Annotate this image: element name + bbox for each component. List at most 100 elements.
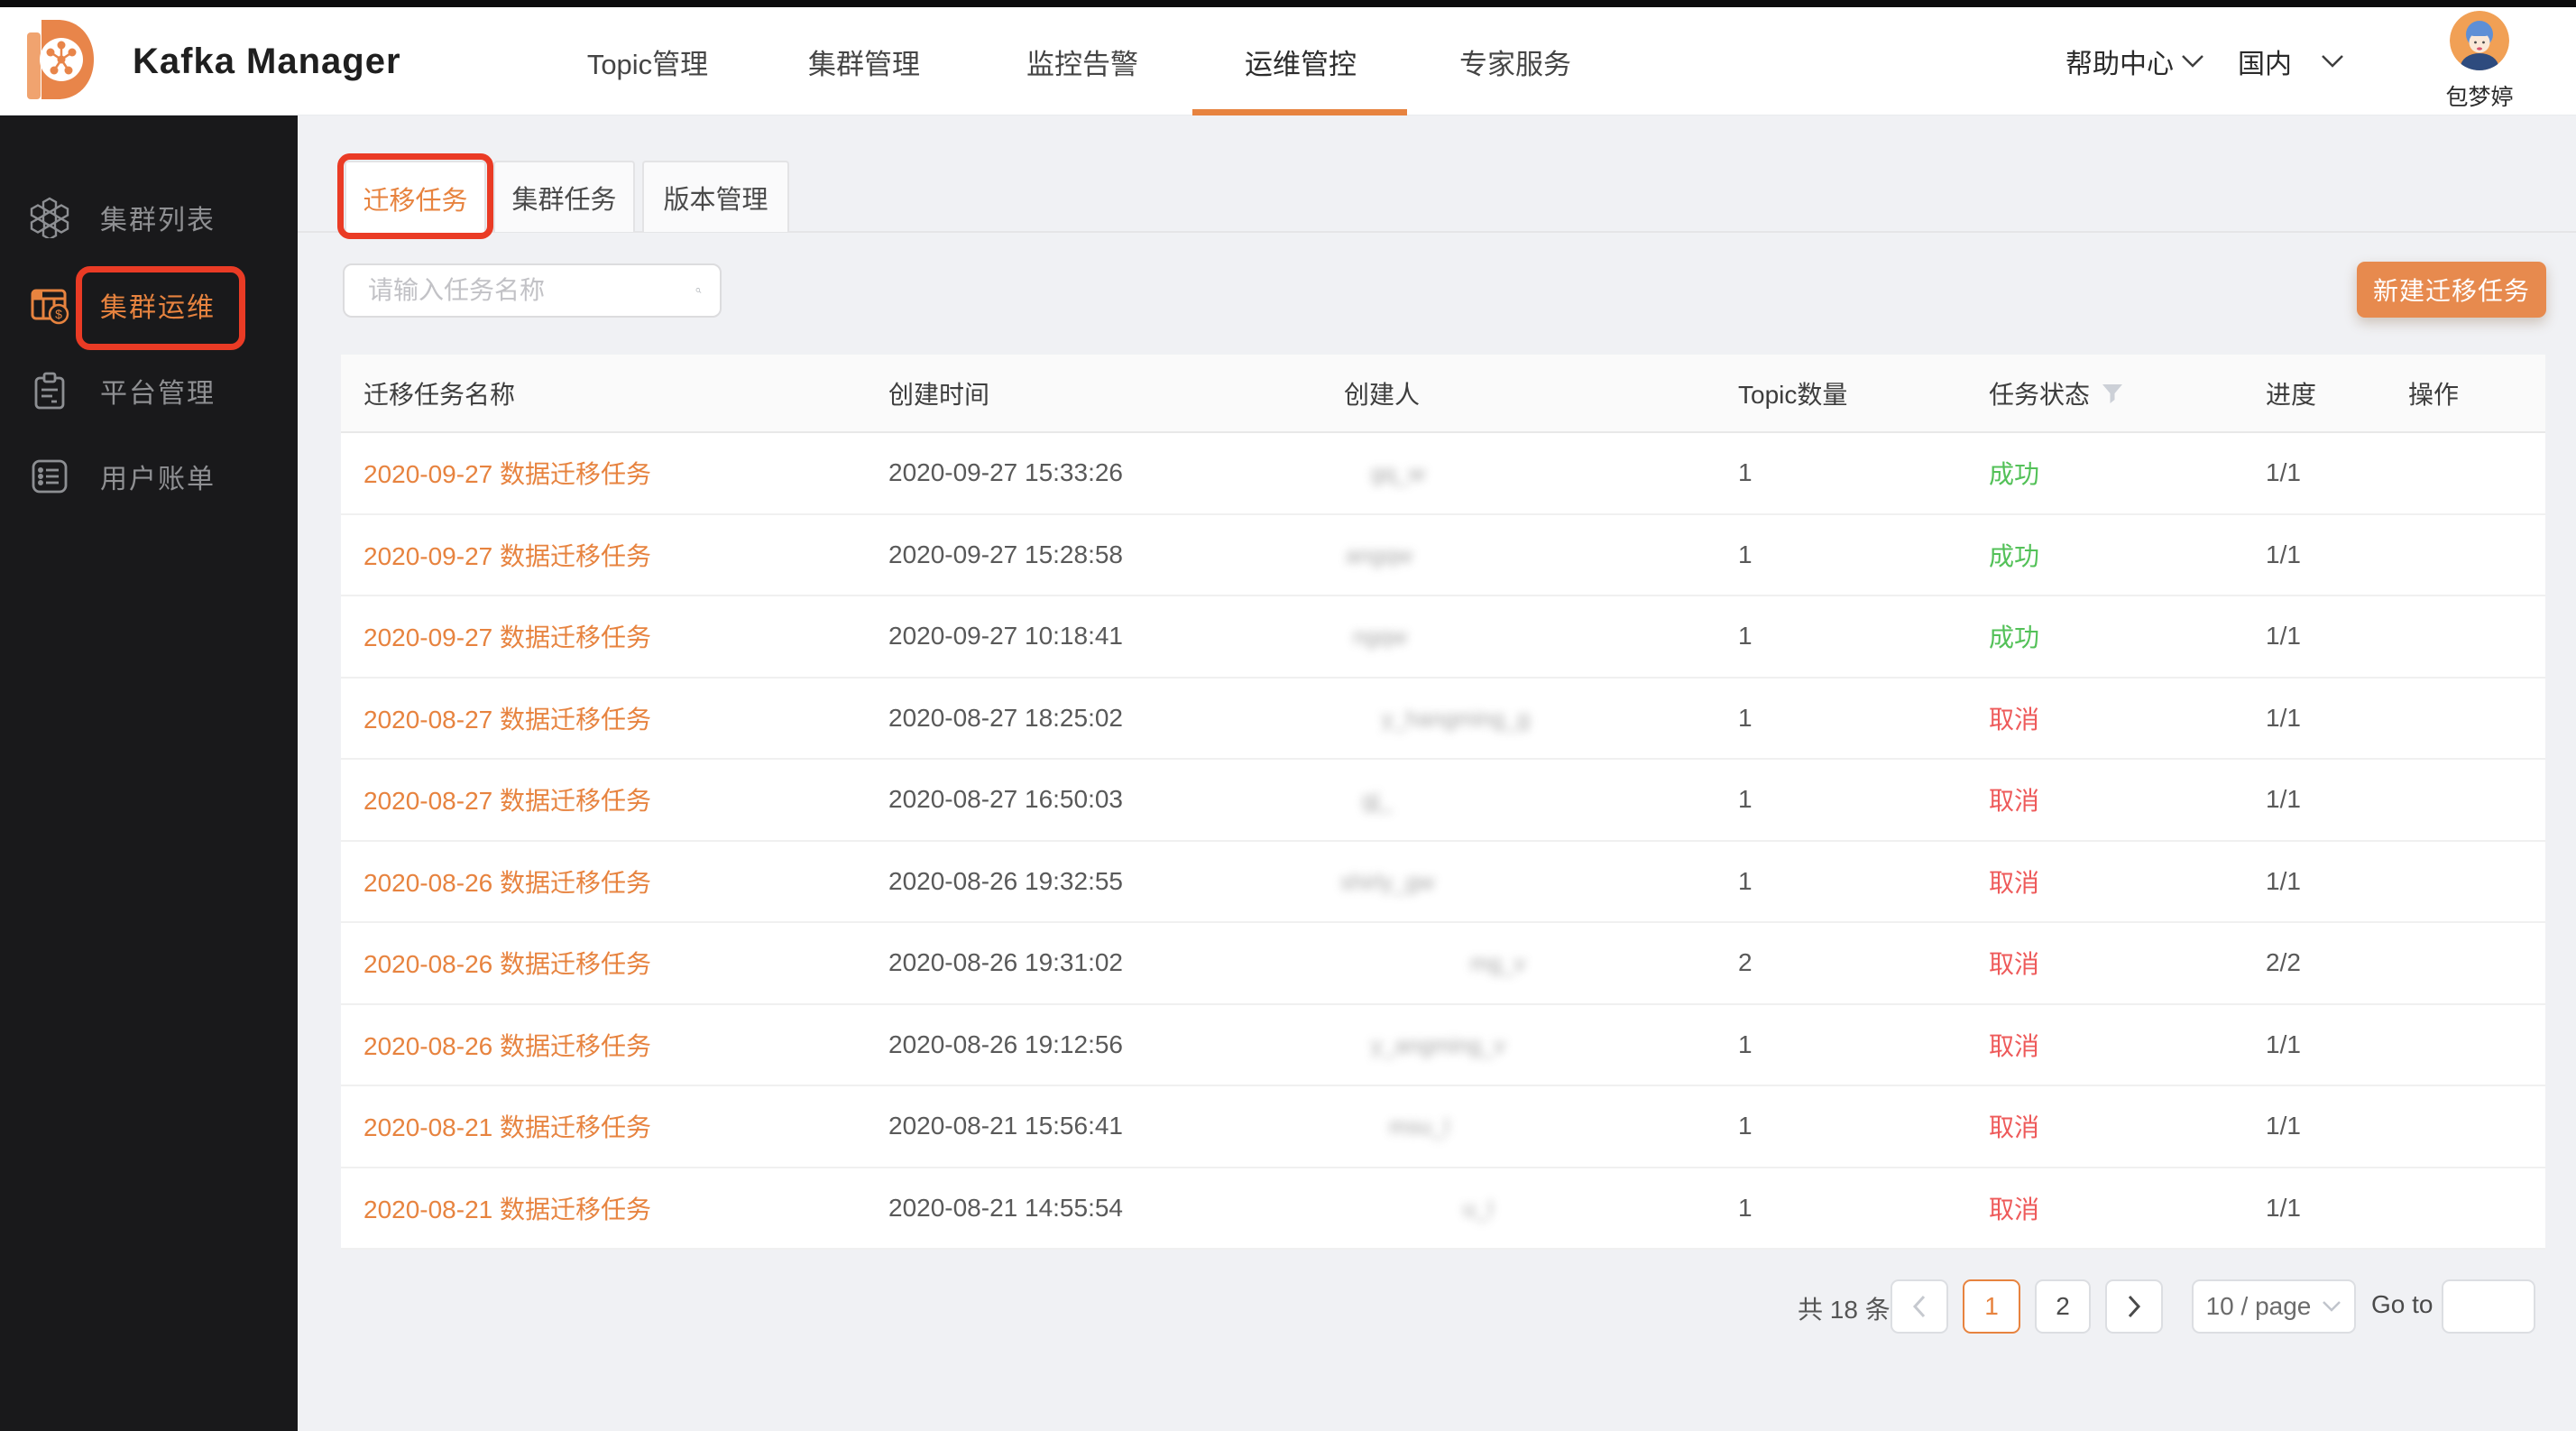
- tab-migration-task[interactable]: 迁移任务: [345, 161, 486, 234]
- page-title: Kafka Manager: [133, 41, 401, 81]
- status-badge: 取消: [1989, 787, 2040, 816]
- progress: 1/1: [2266, 458, 2301, 487]
- nav-expert-service[interactable]: 专家服务: [1459, 48, 1571, 80]
- sidebar-item-label: 集群列表: [100, 206, 216, 235]
- status-badge: 成功: [1989, 623, 2040, 652]
- tab-version-manage[interactable]: 版本管理: [642, 161, 789, 232]
- sidebar-item-cluster-list[interactable]: 集群列表: [0, 189, 298, 245]
- active-nav-underline: [1192, 109, 1407, 115]
- pagination-total: 共 18 条: [1798, 1296, 1891, 1324]
- status-badge: 取消: [1989, 1113, 2040, 1142]
- task-name-link[interactable]: 2020-08-27 数据迁移任务: [363, 705, 652, 734]
- list-icon: [32, 459, 68, 494]
- topic-count: 1: [1738, 622, 1753, 651]
- hexagon-cluster-icon: [30, 197, 69, 238]
- table-row: 2020-09-27 数据迁移任务 2020-09-27 15:33:26 gq…: [341, 433, 2545, 515]
- topic-count: 1: [1738, 866, 1753, 895]
- pagination-prev-button[interactable]: [1891, 1279, 1948, 1334]
- creator-redacted: y_hangming_g: [1382, 706, 1531, 732]
- table-row: 2020-08-21 数据迁移任务 2020-08-21 14:55:54 u_…: [341, 1168, 2545, 1250]
- table-row: 2020-09-27 数据迁移任务 2020-09-27 10:18:41 ng…: [341, 596, 2545, 679]
- creator-redacted: u_l: [1463, 1196, 1494, 1222]
- nav-topic-manage[interactable]: Topic管理: [586, 48, 709, 80]
- task-name-link[interactable]: 2020-09-27 数据迁移任务: [363, 623, 652, 652]
- col-actions: 操作: [2408, 380, 2460, 409]
- new-migration-task-button[interactable]: 新建迁移任务: [2357, 262, 2546, 318]
- chevron-down-icon: [2182, 55, 2203, 68]
- username: 包梦婷: [2445, 85, 2514, 110]
- task-name-link[interactable]: 2020-08-26 数据迁移任务: [363, 950, 652, 979]
- task-name-link[interactable]: 2020-09-27 数据迁移任务: [363, 541, 652, 570]
- nav-ops-control[interactable]: 运维管控: [1245, 48, 1357, 80]
- search-input[interactable]: [366, 275, 695, 306]
- sidebar-item-label: 用户账单: [100, 465, 216, 494]
- progress: 1/1: [2266, 703, 2301, 732]
- progress: 2/2: [2266, 948, 2301, 977]
- creator-redacted: mg_v: [1470, 951, 1526, 977]
- create-time: 2020-08-21 15:56:41: [888, 1112, 1123, 1140]
- task-name-link[interactable]: 2020-08-21 数据迁移任务: [363, 1113, 652, 1142]
- nav-cluster-manage[interactable]: 集群管理: [808, 48, 920, 80]
- pagination-page-1[interactable]: 1: [1963, 1279, 2020, 1334]
- table-row: 2020-08-21 数据迁移任务 2020-08-21 15:56:41 ms…: [341, 1086, 2545, 1168]
- progress: 1/1: [2266, 622, 2301, 651]
- clipboard-icon: [34, 372, 65, 410]
- status-badge: 成功: [1989, 460, 2040, 489]
- task-name-link[interactable]: 2020-08-21 数据迁移任务: [363, 1195, 652, 1223]
- progress: 1/1: [2266, 1112, 2301, 1140]
- status-badge: 取消: [1989, 950, 2040, 979]
- create-time: 2020-09-27 15:28:58: [888, 540, 1123, 568]
- sidebar: 集群列表 $ 集群运维 平台管理 用户账单: [0, 115, 298, 1431]
- creator-redacted: gq_w: [1371, 461, 1425, 487]
- region-label: 国内: [2238, 50, 2292, 79]
- kafka-manager-logo-icon: [27, 20, 94, 99]
- goto-page-label: Go to: [2371, 1290, 2433, 1318]
- task-name-link[interactable]: 2020-08-27 数据迁移任务: [363, 787, 652, 816]
- page-size-select[interactable]: 10 / page: [2192, 1279, 2356, 1334]
- col-task-status: 任务状态: [1989, 375, 2124, 411]
- filter-funnel-icon[interactable]: [2101, 382, 2124, 405]
- progress: 1/1: [2266, 1193, 2301, 1222]
- avatar[interactable]: [2450, 11, 2509, 70]
- col-progress: 进度: [2266, 380, 2317, 409]
- pagination-next-button[interactable]: [2105, 1279, 2163, 1334]
- help-center-menu[interactable]: 帮助中心: [2065, 7, 2204, 115]
- topic-count: 1: [1738, 540, 1753, 568]
- chevron-down-icon: [2322, 55, 2343, 68]
- region-selector[interactable]: 国内: [2238, 7, 2344, 115]
- topic-count: 1: [1738, 785, 1753, 814]
- task-name-link[interactable]: 2020-09-27 数据迁移任务: [363, 460, 652, 489]
- creator-redacted: gj_: [1362, 788, 1393, 814]
- sidebar-item-platform-manage[interactable]: 平台管理: [0, 363, 298, 419]
- topic-count: 1: [1738, 1193, 1753, 1222]
- create-time: 2020-08-26 19:31:02: [888, 948, 1123, 977]
- col-topic-count: Topic数量: [1738, 380, 1848, 409]
- status-badge: 取消: [1989, 1195, 2040, 1223]
- nav-monitor-alert[interactable]: 监控告警: [1026, 48, 1138, 80]
- topic-count: 1: [1738, 1029, 1753, 1058]
- topic-count: 1: [1738, 1112, 1753, 1140]
- task-name-link[interactable]: 2020-08-26 数据迁移任务: [363, 1031, 652, 1060]
- table-row: 2020-08-27 数据迁移任务 2020-08-27 16:50:03 gj…: [341, 760, 2545, 842]
- tab-cluster-task[interactable]: 集群任务: [493, 161, 635, 232]
- progress: 1/1: [2266, 785, 2301, 814]
- table-row: 2020-08-26 数据迁移任务 2020-08-26 19:12:56 y_…: [341, 1004, 2545, 1086]
- migration-task-table: 迁移任务名称 创建时间 创建人 Topic数量 任务状态 进度 操作 2020-…: [341, 355, 2545, 1250]
- sidebar-item-label: 平台管理: [100, 379, 216, 409]
- progress: 1/1: [2266, 866, 2301, 895]
- create-time: 2020-08-27 18:25:02: [888, 703, 1123, 732]
- pagination-page-2[interactable]: 2: [2035, 1279, 2091, 1334]
- chevron-right-icon: [2128, 1295, 2141, 1318]
- search-icon[interactable]: [695, 275, 702, 306]
- table-row: 2020-08-26 数据迁移任务 2020-08-26 19:32:55 sh…: [341, 841, 2545, 923]
- task-name-link[interactable]: 2020-08-26 数据迁移任务: [363, 868, 652, 897]
- goto-page-input[interactable]: [2442, 1279, 2535, 1334]
- sidebar-item-label: 集群运维: [100, 293, 216, 323]
- table-body: 2020-09-27 数据迁移任务 2020-09-27 15:33:26 gq…: [341, 433, 2545, 1250]
- sidebar-item-user-billing[interactable]: 用户账单: [0, 448, 298, 504]
- sidebar-item-cluster-ops[interactable]: $ 集群运维: [0, 277, 298, 333]
- creator-redacted: y_angming_v: [1371, 1032, 1505, 1058]
- app-header: Kafka Manager Topic管理 集群管理 监控告警 运维管控 专家服…: [0, 7, 2576, 115]
- create-time: 2020-08-26 19:32:55: [888, 866, 1123, 895]
- progress: 1/1: [2266, 1029, 2301, 1058]
